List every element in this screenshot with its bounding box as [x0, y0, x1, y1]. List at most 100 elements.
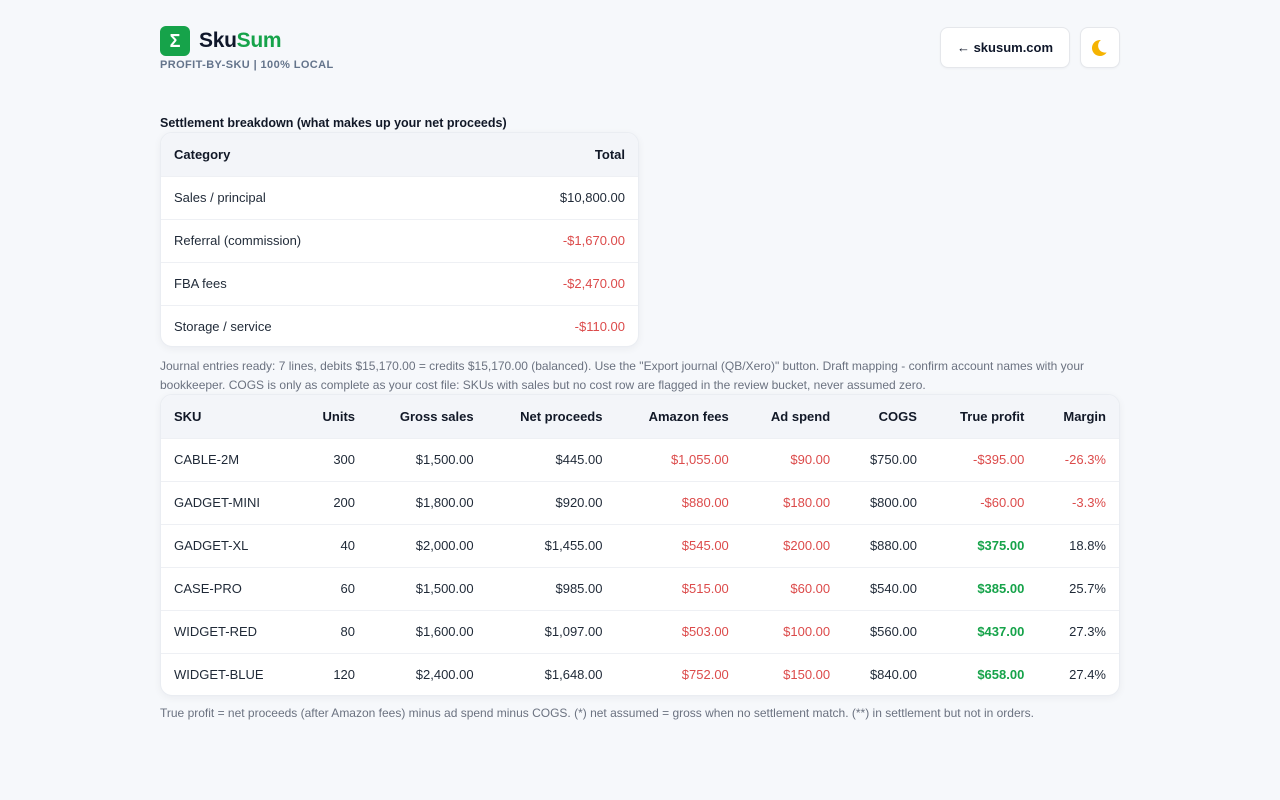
ad-spend-cell: $180.00 [741, 480, 844, 524]
brand-name-part2: Sum [236, 29, 282, 52]
margin-cell: -3.3% [1037, 480, 1119, 524]
column-header-gross-sales[interactable]: Gross sales [399, 408, 474, 424]
settlement-table-card: Category Total Sales / principal $10,800.… [160, 132, 639, 347]
sku-cell: GADGET-XL [161, 523, 299, 567]
tagline: PROFIT-BY-SKU | 100% LOCAL [160, 59, 334, 71]
brand-name-part1: Sku [199, 29, 237, 52]
cogs-cell: $880.00 [843, 523, 930, 567]
ad-spend-cell: $100.00 [741, 609, 844, 653]
amazon-fees-cell: $503.00 [615, 609, 742, 653]
true-profit-cell: $375.00 [929, 523, 1038, 567]
column-header-true-profit[interactable]: True profit [960, 408, 1025, 424]
units-cell: 300 [298, 437, 369, 481]
settlement-title: Settlement breakdown (what makes up your… [160, 116, 507, 130]
net-proceeds-cell: $445.00 [486, 437, 616, 481]
net-proceeds-cell: $1,455.00 [486, 523, 616, 567]
net-proceeds-cell: $920.00 [486, 480, 616, 524]
units-cell: 80 [298, 609, 369, 653]
column-header-total: Total [594, 146, 625, 162]
category-cell: FBA fees [161, 261, 461, 305]
table-row: WIDGET-RED 80 $1,600.00 $1,097.00 $503.00 $10… [161, 609, 1119, 653]
sku-cell: WIDGET-BLUE [161, 652, 299, 695]
sku-table-card: SKU Units Gross sales Net proceeds Amazon fe… [160, 394, 1120, 696]
gross-sales-cell: $1,600.00 [368, 609, 487, 653]
net-proceeds-cell: $1,648.00 [486, 652, 616, 695]
column-header-amazon-fees[interactable]: Amazon fees [648, 408, 729, 424]
table-row: Storage / service -$110.00 [161, 304, 638, 346]
footnote: True profit = net proceeds (after Amazon… [160, 706, 1034, 720]
column-header-category: Category [174, 146, 231, 162]
net-proceeds-cell: $1,097.00 [486, 609, 616, 653]
total-cell: -$2,470.00 [460, 261, 638, 305]
cogs-cell: $840.00 [843, 652, 930, 695]
theme-toggle-button[interactable] [1080, 27, 1120, 68]
column-header-net-proceeds[interactable]: Net proceeds [520, 408, 603, 424]
table-row: Referral (commission) -$1,670.00 [161, 218, 638, 262]
cogs-cell: $560.00 [843, 609, 930, 653]
units-cell: 60 [298, 566, 369, 610]
gross-sales-cell: $1,500.00 [368, 437, 487, 481]
moon-icon [1089, 37, 1111, 58]
total-cell: -$110.00 [460, 304, 638, 346]
table-row: CASE-PRO 60 $1,500.00 $985.00 $515.00 $60.00 $… [161, 566, 1119, 610]
category-cell: Referral (commission) [161, 218, 461, 262]
logo-icon: Σ [160, 26, 190, 56]
column-header-sku[interactable]: SKU [174, 408, 202, 424]
column-header-units[interactable]: Units [322, 408, 356, 424]
category-cell: Sales / principal [161, 175, 461, 219]
ad-spend-cell: $90.00 [741, 437, 844, 481]
table-row: Sales / principal $10,800.00 [161, 175, 638, 219]
category-cell: Storage / service [161, 304, 461, 346]
sku-cell: CABLE-2M [161, 437, 299, 481]
table-row: WIDGET-BLUE 120 $2,400.00 $1,648.00 $752.00 $… [161, 652, 1119, 695]
sku-profit-table: SKU Units Gross sales Net proceeds Amazon fe… [161, 395, 1119, 695]
ad-spend-cell: $150.00 [741, 652, 844, 695]
gross-sales-cell: $2,000.00 [368, 523, 487, 567]
ad-spend-cell: $200.00 [741, 523, 844, 567]
true-profit-cell: $385.00 [929, 566, 1038, 610]
net-proceeds-cell: $985.00 [486, 566, 616, 610]
amazon-fees-cell: $880.00 [615, 480, 742, 524]
true-profit-cell: -$60.00 [929, 480, 1038, 524]
units-cell: 200 [298, 480, 369, 524]
margin-cell: 18.8% [1037, 523, 1119, 567]
brand: Σ SkuSum [160, 26, 282, 56]
margin-cell: 27.4% [1037, 652, 1119, 695]
true-profit-cell: $437.00 [929, 609, 1038, 653]
margin-cell: -26.3% [1037, 437, 1119, 481]
gross-sales-cell: $1,800.00 [368, 480, 487, 524]
true-profit-cell: $658.00 [929, 652, 1038, 695]
table-row: CABLE-2M 300 $1,500.00 $445.00 $1,055.00 $90.… [161, 437, 1119, 481]
total-cell: $10,800.00 [460, 175, 638, 219]
amazon-fees-cell: $515.00 [615, 566, 742, 610]
gross-sales-cell: $2,400.00 [368, 652, 487, 695]
sku-cell: GADGET-MINI [161, 480, 299, 524]
ad-spend-cell: $60.00 [741, 566, 844, 610]
amazon-fees-cell: $1,055.00 [615, 437, 742, 481]
table-row: FBA fees -$2,470.00 [161, 261, 638, 305]
margin-cell: 27.3% [1037, 609, 1119, 653]
journal-note: Journal entries ready: 7 lines, debits $… [160, 359, 1085, 392]
units-cell: 120 [298, 652, 369, 695]
cogs-cell: $540.00 [843, 566, 930, 610]
settlement-header-row: Category Total [161, 133, 638, 176]
table-row: GADGET-MINI 200 $1,800.00 $920.00 $880.00 $18… [161, 480, 1119, 524]
column-header-cogs[interactable]: COGS [878, 408, 917, 424]
cogs-cell: $750.00 [843, 437, 930, 481]
amazon-fees-cell: $545.00 [615, 523, 742, 567]
total-cell: -$1,670.00 [460, 218, 638, 262]
sku-cell: CASE-PRO [161, 566, 299, 610]
true-profit-cell: -$395.00 [929, 437, 1038, 481]
brand-name: SkuSum [199, 29, 282, 53]
sku-header-row: SKU Units Gross sales Net proceeds Amazon fe… [161, 395, 1119, 438]
column-header-margin[interactable]: Margin [1063, 408, 1106, 424]
sku-cell: WIDGET-RED [161, 609, 299, 653]
settlement-table: Category Total Sales / principal $10,800.… [161, 133, 638, 346]
gross-sales-cell: $1,500.00 [368, 566, 487, 610]
table-row: GADGET-XL 40 $2,000.00 $1,455.00 $545.00 $200… [161, 523, 1119, 567]
amazon-fees-cell: $752.00 [615, 652, 742, 695]
cogs-cell: $800.00 [843, 480, 930, 524]
column-header-ad-spend[interactable]: Ad spend [770, 408, 831, 424]
site-link-button[interactable]: ← skusum.com [940, 27, 1070, 68]
